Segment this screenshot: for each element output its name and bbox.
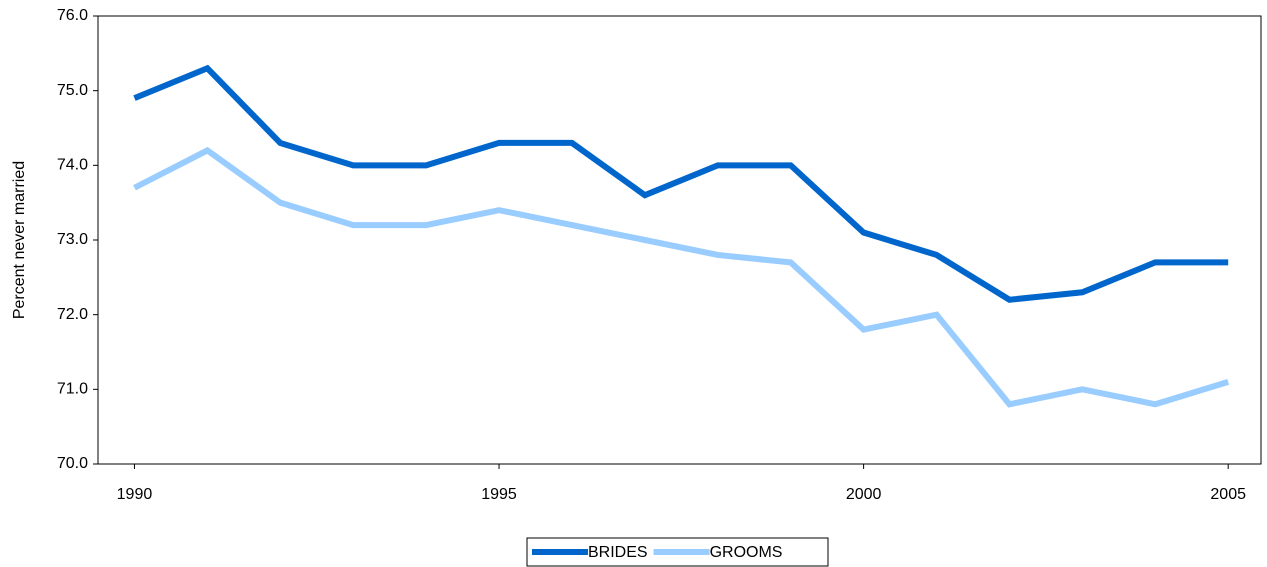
y-tick-label: 76.0 [57,7,88,24]
y-tick-label: 72.0 [57,306,88,323]
y-tick-label: 73.0 [57,231,88,248]
x-tick-label: 2005 [1210,486,1246,503]
series-line [133,146,1230,408]
series-line [133,64,1229,303]
x-tick-label: 2000 [846,486,882,503]
x-tick-label: 1990 [117,486,153,503]
y-tick-label: 71.0 [57,381,88,398]
y-axis-title: Percent never married [11,161,28,319]
legend-label: GROOMS [710,544,783,561]
y-tick-label: 74.0 [57,157,88,174]
y-tick-label: 75.0 [57,82,88,99]
legend-label: BRIDES [588,544,648,561]
y-tick-label: 70.0 [57,455,88,472]
plot-area [97,15,1262,465]
x-tick-label: 1995 [481,486,517,503]
